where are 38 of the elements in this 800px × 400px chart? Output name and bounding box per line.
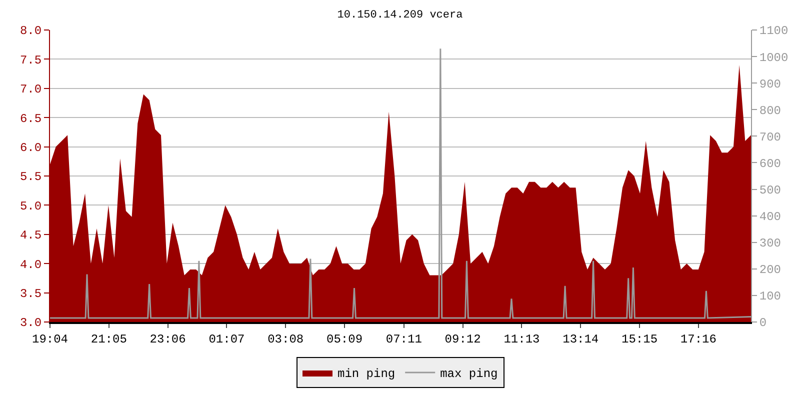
x-tick-label: 17:16 (680, 332, 716, 346)
y-tick-label: 7.0 (20, 82, 42, 97)
y-tick-label: 5.0 (20, 199, 42, 214)
legend-label: min ping (338, 367, 396, 382)
x-tick-label: 09:12 (444, 332, 481, 346)
y-tick-label: 6.5 (20, 112, 42, 126)
y-tick-label: 4.0 (20, 258, 42, 272)
x-tick-label: 01:07 (208, 332, 245, 346)
x-tick-label: 19:04 (32, 332, 68, 346)
y2-tick-label: 200 (759, 263, 782, 278)
legend-label: max ping (440, 367, 498, 382)
y2-tick-label: 500 (759, 183, 782, 198)
y-tick-label: 3.0 (20, 316, 42, 330)
y-tick-label: 6.0 (20, 141, 42, 155)
y2-tick-label: 1000 (759, 50, 788, 65)
x-tick-label: 03:08 (268, 332, 304, 346)
chart-title: 10.150.14.209 vcera (337, 10, 464, 22)
y2-tick-label: 0 (759, 316, 767, 330)
x-tick-label: 21:05 (90, 332, 127, 346)
y-tick-label: 8.0 (20, 24, 42, 38)
y2-tick-label: 100 (759, 290, 782, 304)
y2-tick-label: 900 (759, 77, 782, 92)
y2-tick-label: 400 (759, 210, 782, 224)
y2-tick-label: 300 (759, 236, 782, 251)
x-tick-label: 13:14 (562, 332, 599, 346)
y2-tick-label: 600 (759, 156, 782, 171)
y-tick-label: 7.5 (20, 53, 42, 68)
y2-tick-label: 1100 (759, 24, 788, 38)
y2-tick-label: 700 (759, 130, 782, 144)
x-tick-label: 23:06 (150, 332, 186, 346)
x-tick-label: 15:15 (622, 332, 658, 346)
x-tick-label: 05:09 (326, 332, 363, 346)
y-tick-label: 5.5 (20, 170, 42, 184)
y-tick-label: 3.5 (20, 287, 42, 301)
y-tick-label: 4.5 (20, 228, 42, 243)
x-tick-label: 07:11 (386, 332, 422, 346)
y2-tick-label: 800 (759, 104, 782, 118)
x-tick-label: 11:13 (504, 332, 540, 346)
